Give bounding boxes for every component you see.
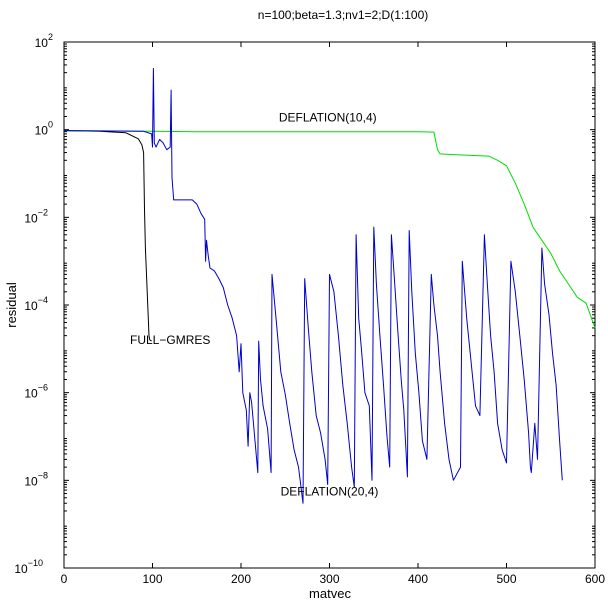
annotation-2: DEFLATION(20,4): [281, 485, 379, 499]
x-tick-label-3: 300: [319, 572, 339, 586]
x-tick-label-0: 0: [61, 572, 68, 586]
y-tick-label-4: 10−6: [24, 383, 48, 401]
y-tick-label-1: 100: [35, 120, 53, 138]
x-tick-label-6: 600: [585, 572, 605, 586]
series-line-1: [63, 130, 596, 329]
x-axis: 0 100 200 300 400 500 600: [61, 42, 605, 586]
x-tick-label-4: 400: [408, 572, 428, 586]
y-tick-label-6: 10−10: [14, 558, 43, 576]
y-tick-label-2: 10−2: [24, 207, 48, 225]
y-tick-label-3: 10−4: [24, 295, 48, 313]
y-tick-label-0: 102: [35, 32, 53, 50]
x-tick-label-5: 500: [496, 572, 516, 586]
annotations: DEFLATION(10,4) FULL−GMRES DEFLATION(20,4): [130, 110, 378, 498]
annotation-1: FULL−GMRES: [130, 333, 210, 347]
y-tick-label-5: 10−8: [24, 470, 48, 488]
annotation-0: DEFLATION(10,4): [279, 110, 377, 124]
x-tick-label-2: 200: [231, 572, 251, 586]
series-line-0: [63, 130, 152, 342]
x-tick-label-1: 100: [142, 572, 162, 586]
series-line-2: [63, 67, 563, 504]
y-axis: 102 100 10−2 10−4 10−6 10−8 10−10: [14, 32, 595, 576]
series-lines: [63, 67, 596, 504]
y-axis-title: residual: [4, 282, 19, 328]
x-axis-title: matvec: [309, 586, 351, 601]
chart-title: n=100;beta=1.3;nv1=2;D(1:100): [258, 8, 428, 22]
